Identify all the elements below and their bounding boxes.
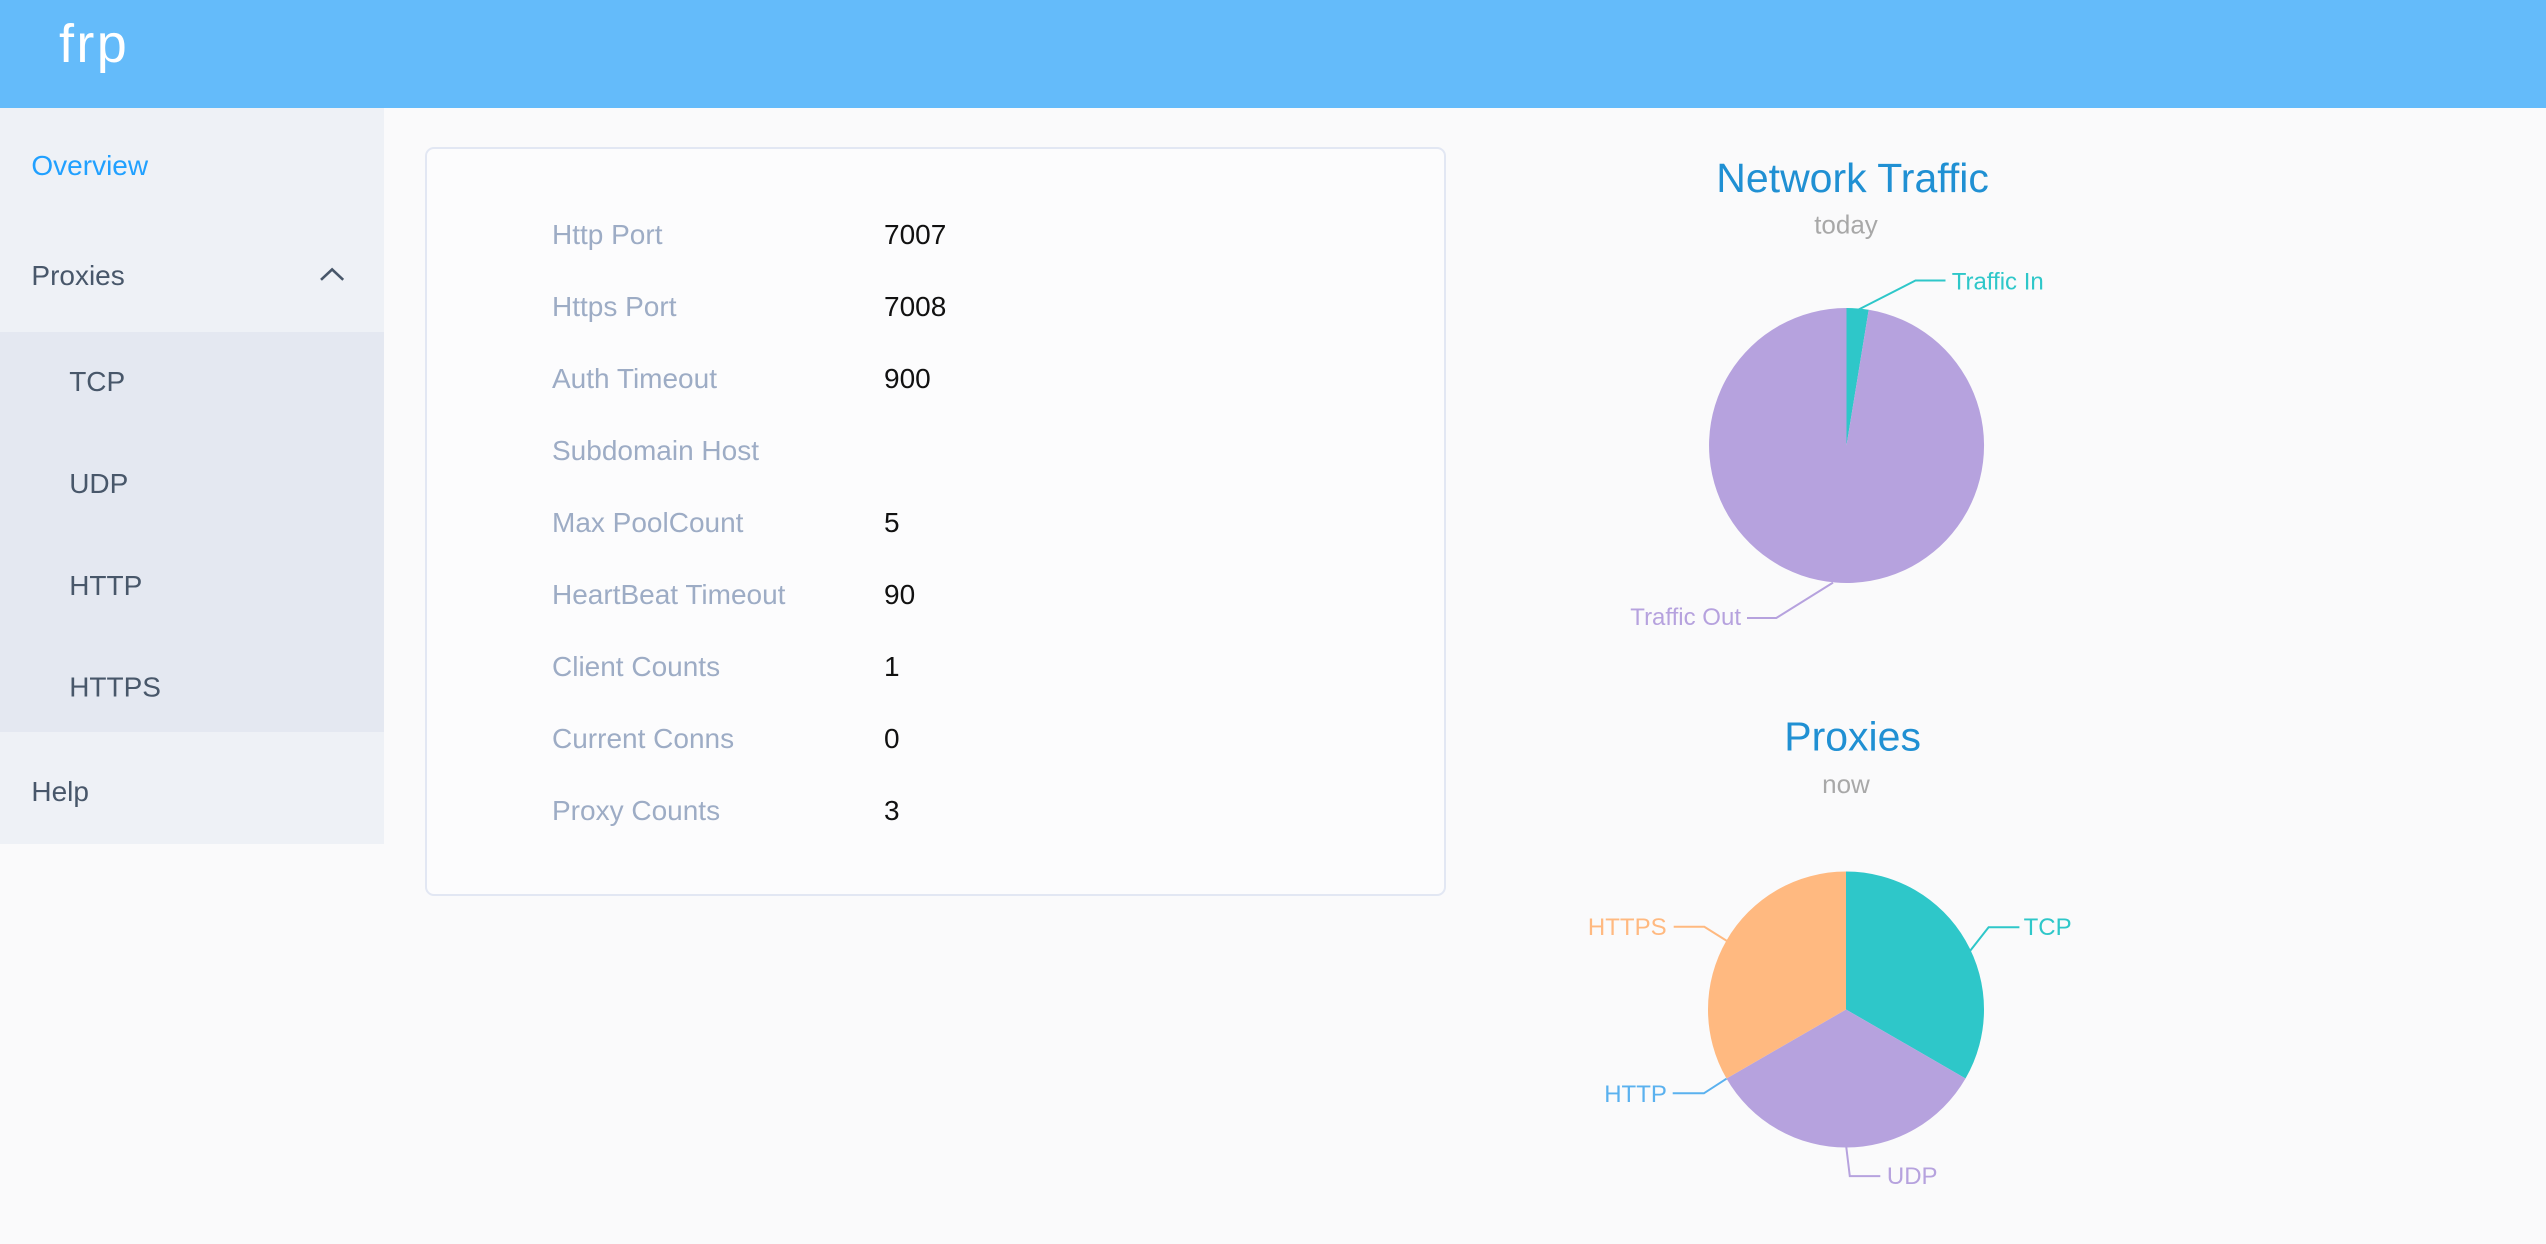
svg-text:UDP: UDP xyxy=(1887,1163,1938,1190)
svg-text:UDP: UDP xyxy=(69,468,128,499)
svg-text:5: 5 xyxy=(884,507,900,538)
svg-text:TCP: TCP xyxy=(2024,914,2072,941)
svg-text:Network Traffic: Network Traffic xyxy=(1716,155,1989,201)
svg-text:TCP: TCP xyxy=(69,366,125,397)
svg-text:3: 3 xyxy=(884,795,900,826)
svg-text:Overview: Overview xyxy=(31,150,148,181)
svg-text:frp: frp xyxy=(59,14,129,74)
svg-text:today: today xyxy=(1814,209,1878,239)
svg-text:1: 1 xyxy=(884,651,900,682)
svg-text:Https Port: Https Port xyxy=(552,291,677,322)
svg-text:Subdomain Host: Subdomain Host xyxy=(552,435,759,466)
svg-text:7008: 7008 xyxy=(884,291,946,322)
svg-text:Http Port: Http Port xyxy=(552,219,663,250)
svg-text:Max PoolCount: Max PoolCount xyxy=(552,507,744,538)
svg-text:Proxies: Proxies xyxy=(31,260,124,291)
svg-text:Help: Help xyxy=(31,776,89,807)
svg-text:90: 90 xyxy=(884,579,915,610)
svg-text:HTTP: HTTP xyxy=(1604,1081,1667,1108)
svg-text:Traffic Out: Traffic Out xyxy=(1630,604,1741,631)
svg-text:Proxy Counts: Proxy Counts xyxy=(552,795,720,826)
svg-text:Client Counts: Client Counts xyxy=(552,651,720,682)
svg-text:7007: 7007 xyxy=(884,219,946,250)
svg-text:0: 0 xyxy=(884,723,900,754)
svg-text:HTTP: HTTP xyxy=(69,570,142,601)
svg-text:Proxies: Proxies xyxy=(1784,713,1921,759)
svg-text:HTTPS: HTTPS xyxy=(69,672,161,703)
svg-text:now: now xyxy=(1822,769,1870,799)
svg-text:Current Conns: Current Conns xyxy=(552,723,734,754)
svg-text:Traffic In: Traffic In xyxy=(1952,268,2044,295)
svg-text:HTTPS: HTTPS xyxy=(1588,914,1667,941)
svg-text:HeartBeat Timeout: HeartBeat Timeout xyxy=(552,579,786,610)
svg-text:900: 900 xyxy=(884,363,931,394)
svg-text:Auth Timeout: Auth Timeout xyxy=(552,363,717,394)
